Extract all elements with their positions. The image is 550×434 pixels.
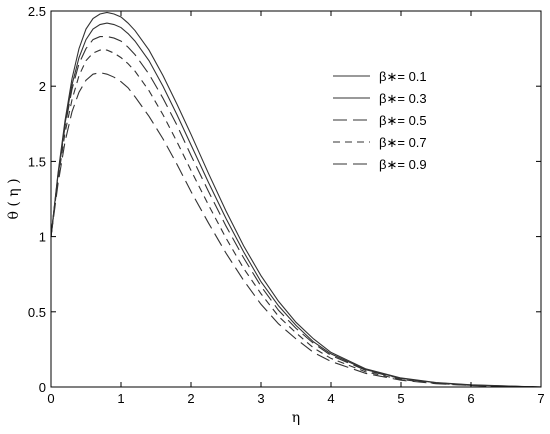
x-tick-label: 3: [257, 391, 264, 406]
plot-lines: [50, 11, 542, 388]
legend-label-0: β∗= 0.1: [379, 69, 427, 84]
y-tick-label: 2.5: [28, 4, 46, 19]
x-tick-label: 5: [397, 391, 404, 406]
x-tick-label: 0: [47, 391, 54, 406]
x-tick-label: 2: [187, 391, 194, 406]
legend-label-4: β∗= 0.9: [379, 157, 427, 172]
axis-ticks: 0 1 2 3 4 5 6 7 0 0.5 1 1.5 2 2.5: [28, 4, 545, 406]
series-line-4: [50, 72, 542, 388]
y-tick-label: 1.5: [28, 154, 46, 169]
legend-label-2: β∗= 0.5: [379, 113, 427, 128]
series-line-3: [50, 49, 542, 388]
legend-label-3: β∗= 0.7: [379, 135, 427, 150]
y-tick-label: 2: [39, 79, 46, 94]
y-tick-label: 0.5: [28, 305, 46, 320]
y-tick-label: 1: [39, 230, 46, 245]
series-line-0: [50, 11, 542, 388]
x-tick-label: 7: [537, 391, 544, 406]
x-tick-label: 6: [467, 391, 474, 406]
plot-frame: [50, 10, 542, 388]
legend: β∗= 0.1 β∗= 0.3 β∗= 0.5 β∗= 0.7 β∗= 0.9: [333, 69, 427, 172]
x-axis-label: η: [292, 410, 300, 426]
x-tick-label: 4: [327, 391, 334, 406]
series-line-1: [50, 22, 542, 388]
y-axis-label: θ ( η ): [6, 178, 22, 219]
legend-label-1: β∗= 0.3: [379, 91, 427, 106]
series-line-2: [50, 36, 542, 388]
y-tick-label: 0: [39, 380, 46, 395]
x-tick-label: 1: [117, 391, 124, 406]
